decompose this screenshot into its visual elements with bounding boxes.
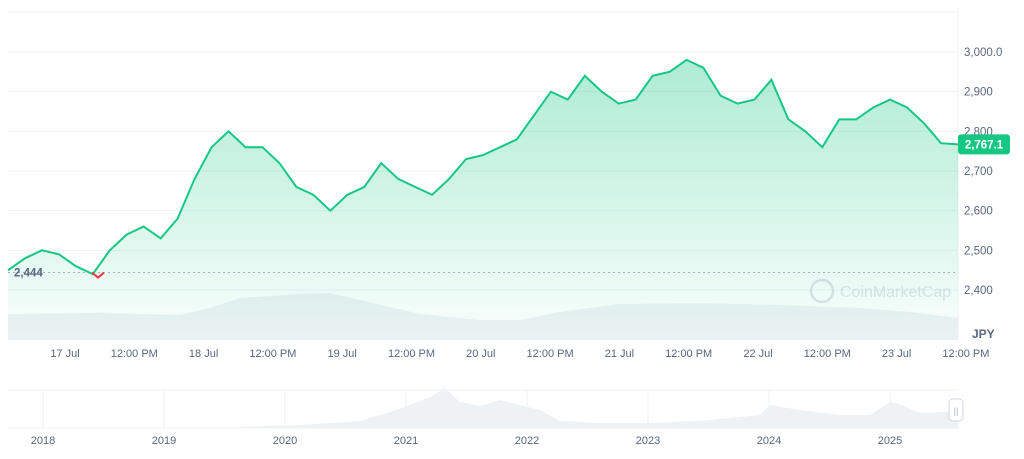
coinmarketcap-icon xyxy=(809,278,835,304)
navigator-year-label: 2018 xyxy=(31,435,55,447)
currency-label: JPY xyxy=(972,327,995,341)
current-price-badge: 2,767.1 xyxy=(958,134,1010,155)
x-tick-label: 12:00 PM xyxy=(665,348,712,360)
x-tick-label: 12:00 PM xyxy=(111,348,158,360)
navigator-area xyxy=(225,388,958,428)
navigator-year-label: 2021 xyxy=(394,435,418,447)
price-line xyxy=(7,58,959,276)
x-tick-label: 12:00 PM xyxy=(388,348,435,360)
x-tick-label: 18 Jul xyxy=(189,348,218,360)
navigator-year-label: 2025 xyxy=(878,435,902,447)
x-tick-label: 17 Jul xyxy=(50,348,79,360)
x-tick-label: 12:00 PM xyxy=(249,348,296,360)
y-tick-label: 2,600 xyxy=(964,206,993,218)
navigator-year-label: 2022 xyxy=(515,435,539,447)
y-tick-label: 2,700 xyxy=(964,166,993,178)
x-tick-label: 23 Jul xyxy=(882,348,911,360)
navigator-year-label: 2024 xyxy=(757,435,781,447)
x-tick-label: 22 Jul xyxy=(743,348,772,360)
x-tick-label: 12:00 PM xyxy=(804,348,851,360)
watermark-logo: CoinMarketCap xyxy=(809,278,951,304)
y-tick-label: 2,900 xyxy=(964,87,993,99)
navigator-year-label: 2020 xyxy=(273,435,297,447)
y-tick-label: 2,400 xyxy=(964,285,993,297)
price-line-below-open xyxy=(91,271,105,279)
navigator-year-label: 2023 xyxy=(636,435,660,447)
y-tick-label: 3,000.0 xyxy=(964,47,1002,59)
x-tick-label: 21 Jul xyxy=(605,348,634,360)
handle-grip-icon: || xyxy=(954,406,959,416)
watermark-text: CoinMarketCap xyxy=(840,284,951,301)
x-tick-label: 12:00 PM xyxy=(942,348,989,360)
x-tick-label: 19 Jul xyxy=(328,348,357,360)
y-tick-label: 2,500 xyxy=(964,245,993,257)
navigator[interactable]: 2018 2019 2020 2021 2022 2023 2024 2025 || xyxy=(8,388,964,447)
current-price-text: 2,767.1 xyxy=(965,139,1004,151)
x-tick-label: 12:00 PM xyxy=(527,348,574,360)
price-area-fill xyxy=(8,59,958,341)
navigator-handle[interactable] xyxy=(948,398,964,422)
navigator-year-label: 2019 xyxy=(152,435,176,447)
x-tick-label: 20 Jul xyxy=(466,348,495,360)
open-price-label: 2,444 xyxy=(14,268,43,280)
